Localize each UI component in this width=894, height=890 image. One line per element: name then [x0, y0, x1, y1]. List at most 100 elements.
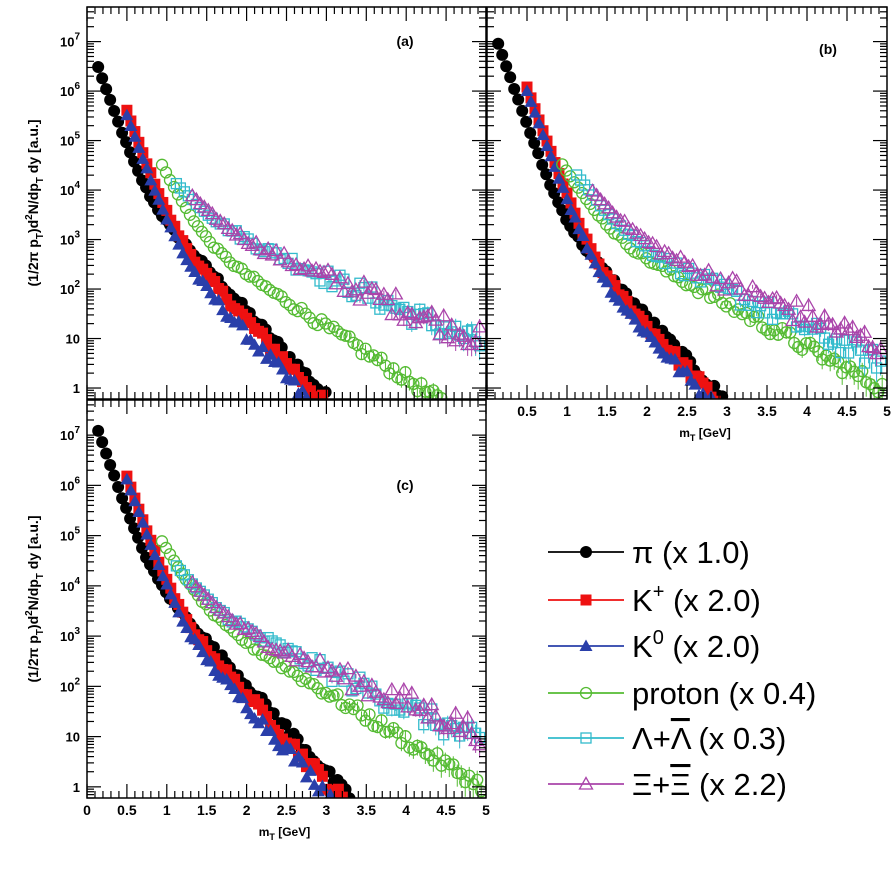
y-axis-label-part: 2	[24, 610, 35, 616]
legend-superscript: +	[653, 581, 665, 603]
legend-entry-pi: π (x 1.0)	[548, 535, 750, 570]
data-point	[628, 225, 645, 239]
data-point	[704, 269, 721, 283]
data-point	[772, 295, 789, 309]
data-point	[308, 758, 320, 770]
x-tick-label: 5	[883, 403, 891, 419]
data-point	[257, 327, 269, 339]
data-point	[155, 535, 169, 548]
data-point	[646, 249, 659, 261]
y-tick-exp: 2	[74, 279, 80, 290]
data-point	[209, 276, 221, 288]
data-point	[232, 225, 248, 240]
data-point	[808, 319, 825, 333]
y-tick-exp: 6	[74, 475, 80, 486]
data-point	[182, 574, 194, 586]
data-point	[171, 561, 185, 574]
data-point	[188, 265, 202, 278]
legend-scale: (x 2.0)	[664, 583, 760, 618]
data-point	[364, 280, 380, 295]
data-point	[208, 211, 224, 225]
data-point	[419, 385, 432, 398]
data-point	[424, 304, 440, 318]
data-point	[212, 293, 226, 306]
data-point	[440, 329, 456, 344]
x-tick-label: 2	[243, 802, 251, 818]
data-point	[459, 775, 472, 789]
data-point	[270, 637, 282, 649]
data-point	[183, 208, 197, 221]
data-point	[256, 340, 270, 353]
data-point	[178, 186, 191, 198]
data-point	[264, 724, 278, 736]
data-point	[456, 328, 472, 342]
data-point	[316, 264, 332, 278]
data-point	[96, 436, 109, 449]
y-tick-exp: 6	[74, 81, 80, 92]
y-tick-base: 10	[60, 84, 74, 99]
data-point	[788, 293, 805, 307]
data-point	[276, 245, 292, 259]
data-point	[840, 321, 857, 336]
panel-label: (a)	[396, 33, 413, 49]
data-point	[552, 172, 566, 184]
data-point	[858, 357, 871, 369]
data-point	[356, 673, 372, 688]
data-point	[185, 622, 197, 634]
data-point	[268, 242, 284, 257]
y-tick-exp: 5	[74, 131, 80, 142]
data-point	[468, 333, 484, 347]
data-point	[588, 256, 602, 269]
legend-symbol: Ξ+	[632, 767, 670, 802]
data-point	[201, 645, 213, 657]
data-point	[236, 318, 250, 331]
data-point	[112, 115, 125, 128]
legend-entry-proton: proton (x 0.4)	[548, 676, 816, 711]
legend-symbol: π	[632, 535, 653, 570]
data-point	[576, 229, 590, 242]
x-axis-label-sub: T	[269, 832, 275, 842]
x-axis-label: mT [GeV]	[259, 825, 311, 842]
data-point	[424, 696, 440, 711]
data-point	[304, 385, 316, 397]
data-point	[656, 243, 673, 258]
data-point	[276, 645, 292, 659]
data-point	[124, 146, 137, 159]
legend-symbol: proton	[632, 676, 720, 711]
data-point	[520, 84, 534, 96]
data-point	[164, 220, 178, 233]
data-point	[324, 266, 340, 280]
data-point	[316, 770, 328, 782]
data-point	[336, 670, 352, 685]
data-point	[319, 686, 332, 700]
legend-scale: (x 2.2)	[690, 767, 786, 802]
data-point	[580, 594, 592, 606]
y-tick-label: 107	[60, 425, 80, 443]
data-point	[452, 326, 468, 340]
data-point	[148, 548, 162, 561]
data-point	[128, 155, 141, 168]
data-point	[295, 755, 309, 768]
data-point	[244, 623, 260, 638]
data-point	[404, 685, 420, 699]
data-point	[848, 329, 865, 343]
data-point	[296, 260, 312, 275]
data-point	[291, 304, 304, 318]
data-point	[812, 345, 825, 358]
data-point	[132, 164, 145, 177]
y-tick-base: 10	[60, 579, 74, 594]
x-tick-label: 1.5	[197, 802, 217, 818]
data-point	[842, 347, 855, 359]
data-point	[556, 181, 570, 193]
x-axis-label: mT [GeV]	[679, 426, 731, 443]
data-point	[669, 346, 681, 358]
data-point	[160, 578, 174, 590]
data-point	[221, 293, 233, 305]
data-point	[124, 512, 137, 525]
data-point	[616, 213, 633, 227]
data-point	[148, 184, 162, 196]
data-point	[245, 317, 257, 329]
data-point	[387, 722, 400, 735]
data-point	[276, 363, 290, 375]
data-point	[233, 681, 245, 693]
